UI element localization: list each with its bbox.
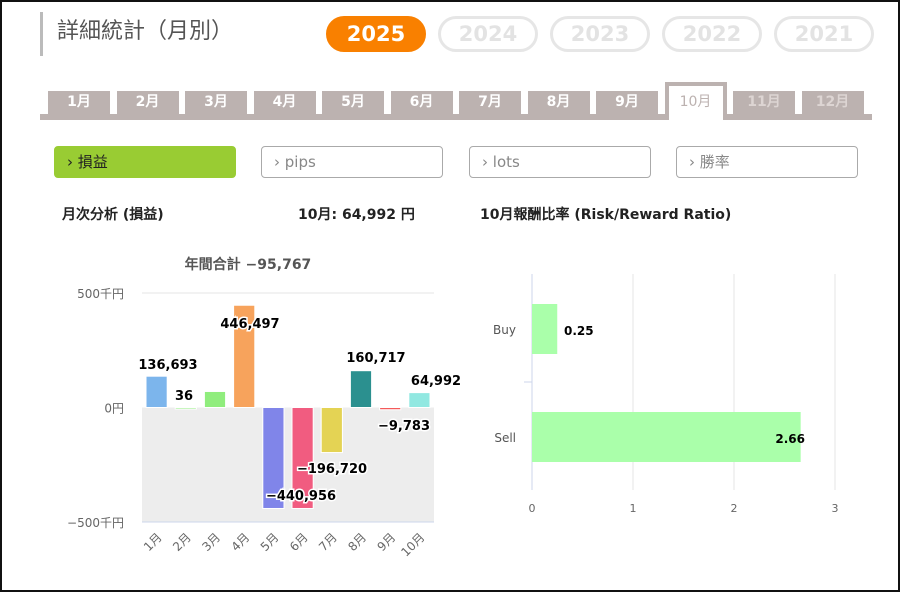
- data-label: −196,720: [297, 462, 367, 477]
- bar-3月: [203, 390, 227, 409]
- x-tick-label: 5月: [258, 530, 282, 554]
- month-tab-8[interactable]: 8月: [527, 91, 590, 114]
- monthly-analysis-label: 月次分析 (損益): [62, 207, 164, 223]
- metric-button-winrate[interactable]: › 勝率: [676, 146, 858, 178]
- month-tab-9[interactable]: 9月: [596, 91, 658, 114]
- x-tick-label: 8月: [345, 530, 369, 554]
- x-tick-label: 4月: [229, 530, 253, 554]
- metric-button-pips[interactable]: › pips: [261, 146, 443, 178]
- page-title: 詳細統計（月別）: [40, 12, 233, 56]
- bar-8月: [349, 370, 373, 408]
- year-2023-button[interactable]: 2023: [550, 16, 650, 52]
- bar-6月: [291, 407, 314, 509]
- y-tick-label: −500千円: [67, 516, 124, 530]
- bar-9月: [379, 407, 402, 411]
- negative-area: [142, 407, 434, 522]
- x-tick-label: 1: [630, 502, 637, 515]
- metric-label: pips: [284, 153, 316, 171]
- x-tick-label: 7月: [316, 530, 340, 554]
- month-tabs: 1月 2月 3月 4月 5月 6月 7月 8月 9月 10月 11月 12月: [40, 82, 872, 120]
- month-tab-10[interactable]: 10月: [664, 82, 727, 120]
- x-tick-label: 2月: [170, 530, 194, 554]
- month-tab-2[interactable]: 2月: [116, 91, 179, 114]
- month-tab-4[interactable]: 4月: [253, 91, 316, 114]
- data-label: 36: [175, 389, 193, 404]
- metric-button-pnl[interactable]: › 損益: [54, 146, 236, 178]
- year-2024-button[interactable]: 2024: [438, 16, 538, 52]
- month-tab-6[interactable]: 6月: [390, 91, 453, 114]
- data-label: 160,717: [346, 351, 405, 366]
- month-tab-7[interactable]: 7月: [459, 91, 521, 114]
- rr-title: 10月報酬比率 (Risk/Reward Ratio): [480, 207, 732, 223]
- x-tick-label: 3月: [199, 530, 223, 554]
- month-tab-1[interactable]: 1月: [48, 91, 110, 114]
- y-tick-label: 0円: [104, 402, 124, 416]
- metric-label: 損益: [77, 153, 108, 171]
- month-value: 10月: 64,992 円: [298, 207, 415, 223]
- y-tick-label: 500千円: [77, 287, 124, 301]
- data-label: −9,783: [378, 419, 430, 434]
- data-label: 136,693: [138, 358, 197, 373]
- month-tab-3[interactable]: 3月: [185, 91, 247, 114]
- x-tick-label: 10月: [398, 530, 427, 559]
- metric-label: lots: [492, 153, 520, 171]
- x-tick-label: 2: [731, 502, 738, 515]
- metric-button-lots[interactable]: › lots: [469, 146, 651, 178]
- month-tab-12[interactable]: 12月: [801, 91, 864, 114]
- bar-Sell: [532, 412, 801, 462]
- data-label: −440,956: [266, 489, 336, 504]
- year-selector: 2025 2024 2023 2022 2021: [326, 16, 874, 52]
- bar-4月: [233, 304, 256, 409]
- category-label: Sell: [494, 431, 516, 445]
- x-tick-label: 1月: [141, 530, 165, 554]
- data-label: 0.25: [564, 324, 594, 338]
- bar-7月: [320, 407, 343, 454]
- data-label: 446,497: [220, 317, 279, 332]
- month-tab-11[interactable]: 11月: [733, 91, 795, 114]
- year-2022-button[interactable]: 2022: [662, 16, 762, 52]
- bar-10月: [408, 392, 431, 408]
- year-2025-button[interactable]: 2025: [326, 16, 426, 52]
- year-2021-button[interactable]: 2021: [774, 16, 874, 52]
- x-tick-label: 3: [832, 502, 839, 515]
- x-tick-label: 6月: [287, 530, 311, 554]
- data-label: 64,992: [411, 374, 461, 389]
- data-label: 2.66: [775, 432, 805, 446]
- x-tick-label: 9月: [375, 530, 399, 554]
- bar-5月: [262, 407, 285, 509]
- bar-1月: [145, 375, 168, 408]
- x-tick-label: 0: [529, 502, 536, 515]
- month-tab-5[interactable]: 5月: [322, 91, 384, 114]
- bar-2月: [174, 406, 197, 410]
- metric-label: 勝率: [699, 153, 730, 171]
- chart-title: 年間合計 −95,767: [185, 256, 312, 273]
- category-label: Buy: [493, 323, 516, 337]
- bar-Buy: [532, 304, 558, 354]
